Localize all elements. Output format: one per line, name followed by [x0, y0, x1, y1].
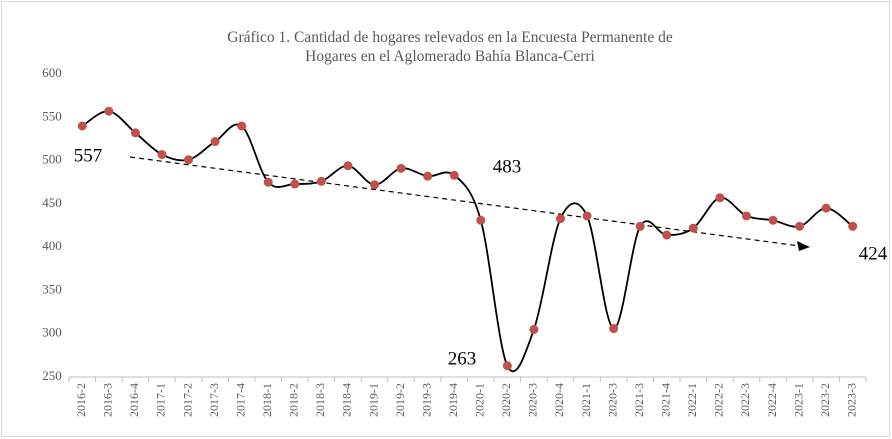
data-point [795, 221, 805, 231]
x-tick-label: 2018-3 [313, 383, 327, 417]
x-tick-label: 2020-3 [526, 383, 540, 417]
x-tick-label: 2020-1 [473, 383, 487, 417]
x-tick-label: 2023-3 [844, 383, 858, 417]
x-tick-label: 2019-3 [419, 383, 433, 417]
x-tick-label: 2020-3 [605, 383, 619, 417]
data-point [555, 214, 565, 224]
data-point [130, 128, 140, 138]
data-point [157, 150, 167, 160]
x-tick-label: 2019-1 [366, 383, 380, 417]
annotation: 263 [448, 348, 477, 369]
data-point [370, 180, 380, 190]
data-point [609, 324, 619, 334]
trend-line [129, 156, 801, 247]
data-point [104, 106, 114, 116]
chart-title: Gráfico 1. Cantidad de hogares relevados… [227, 29, 673, 65]
y-tick-label: 350 [42, 281, 62, 296]
y-tick-label: 600 [42, 65, 62, 80]
y-tick-label: 550 [42, 108, 62, 123]
data-point [635, 221, 645, 231]
x-tick-label: 2022-4 [765, 383, 779, 417]
data-point [768, 215, 778, 225]
data-point [741, 211, 751, 221]
data-point [688, 223, 698, 233]
data-point [77, 121, 87, 131]
x-tick-label: 2018-1 [260, 383, 274, 417]
trend-arrow [797, 241, 810, 251]
data-point [848, 221, 858, 231]
annotation: 557 [74, 145, 103, 166]
data-point [529, 324, 539, 334]
data-point [396, 163, 406, 173]
data-point [343, 161, 353, 171]
x-tick-label: 2020-2 [499, 383, 513, 417]
data-point [237, 121, 247, 131]
x-tick-label: 2019-2 [393, 383, 407, 417]
x-tick-label: 2023-1 [791, 383, 805, 417]
x-tick-label: 2021-3 [632, 383, 646, 417]
data-point [582, 211, 592, 221]
data-point [502, 361, 512, 371]
x-tick-label: 2020-4 [552, 383, 566, 417]
x-tick-label: 2018-2 [287, 383, 301, 417]
data-point [662, 230, 672, 240]
y-tick-label: 250 [42, 368, 62, 383]
x-tick-label: 2016-4 [127, 383, 141, 417]
x-tick-label: 2023-2 [818, 383, 832, 417]
y-tick-label: 500 [42, 152, 62, 167]
x-tick-label: 2022-1 [685, 383, 699, 417]
annotation: 483 [493, 156, 522, 177]
data-point [316, 176, 326, 186]
x-tick-label: 2018-4 [340, 383, 354, 417]
data-point [290, 179, 300, 189]
y-tick-label: 300 [42, 325, 62, 340]
x-tick-label: 2022-2 [712, 383, 726, 417]
data-point [821, 203, 831, 213]
y-tick-label: 400 [42, 238, 62, 253]
x-tick-label: 2021-1 [579, 383, 593, 417]
x-tick-label: 2019-4 [446, 383, 460, 417]
x-tick-label: 2017-1 [154, 383, 168, 417]
x-tick-label: 2016-2 [74, 383, 88, 417]
data-point [449, 170, 459, 180]
x-tick-label: 2021-4 [659, 383, 673, 417]
x-tick-label: 2017-2 [180, 383, 194, 417]
data-point [184, 155, 194, 165]
y-tick-label: 450 [42, 195, 62, 210]
x-tick-label: 2017-3 [207, 383, 221, 417]
annotation: 424 [859, 243, 888, 264]
data-point [210, 137, 220, 147]
data-point [263, 177, 273, 187]
x-tick-label: 2016-3 [101, 383, 115, 417]
x-tick-label: 2022-3 [738, 383, 752, 417]
data-point [715, 193, 725, 203]
x-tick-label: 2017-4 [233, 383, 247, 417]
data-point [476, 215, 486, 225]
data-point [423, 171, 433, 181]
